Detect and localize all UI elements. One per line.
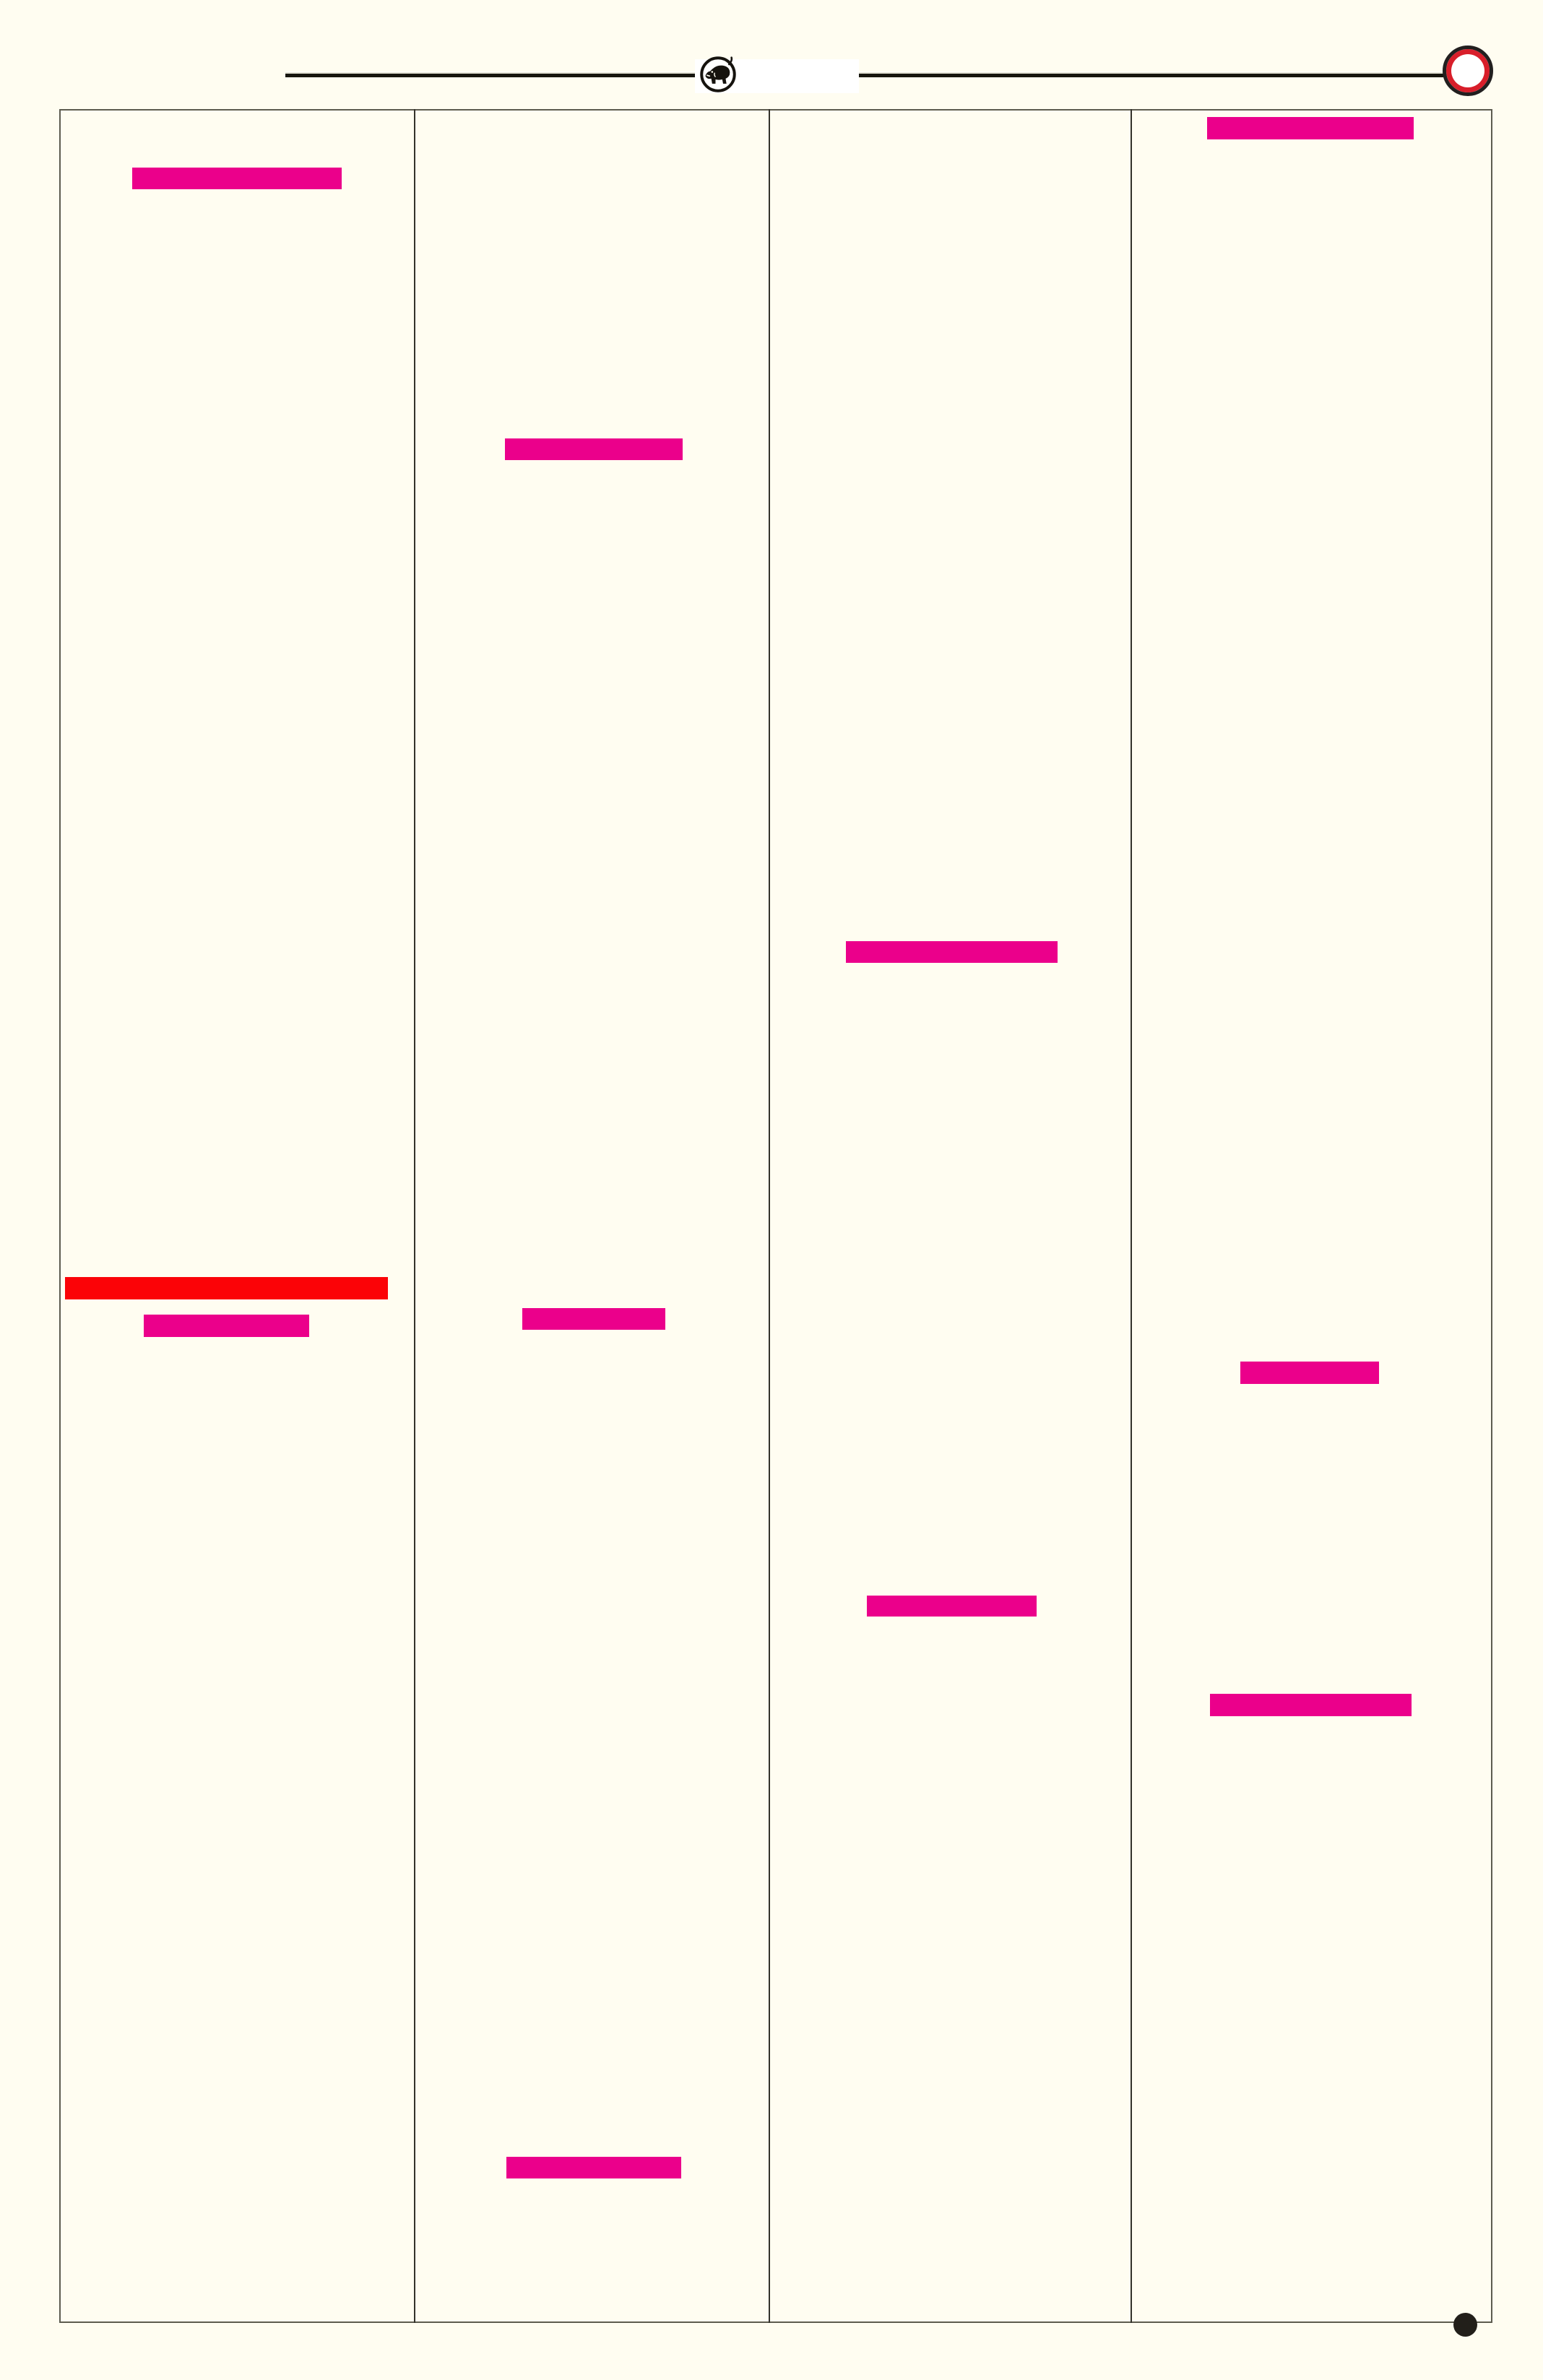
- redacted-bar[interactable]: [132, 168, 342, 189]
- redacted-bar[interactable]: [506, 2157, 681, 2178]
- masthead-rule-right: [859, 72, 1443, 77]
- redacted-bar[interactable]: [144, 1315, 309, 1337]
- redacted-bar[interactable]: [505, 438, 683, 460]
- redacted-bar[interactable]: [867, 1596, 1037, 1617]
- column-separator: [769, 109, 770, 2323]
- redacted-bar[interactable]: [1207, 117, 1414, 139]
- redacted-bar[interactable]: [522, 1308, 665, 1330]
- redacted-bar[interactable]: [1210, 1694, 1412, 1716]
- redacted-bar[interactable]: [846, 941, 1058, 963]
- column-separator: [1131, 109, 1132, 2323]
- redacted-bar-red[interactable]: [65, 1277, 388, 1299]
- page-end-dot-icon: [1453, 2313, 1477, 2337]
- red-ring-icon: [1443, 46, 1493, 96]
- column-separator: [414, 109, 415, 2323]
- masthead-rule-left: [285, 72, 695, 77]
- redacted-bar[interactable]: [1240, 1362, 1379, 1384]
- content-area: [59, 109, 1492, 2323]
- boar-emblem-icon: [700, 56, 736, 92]
